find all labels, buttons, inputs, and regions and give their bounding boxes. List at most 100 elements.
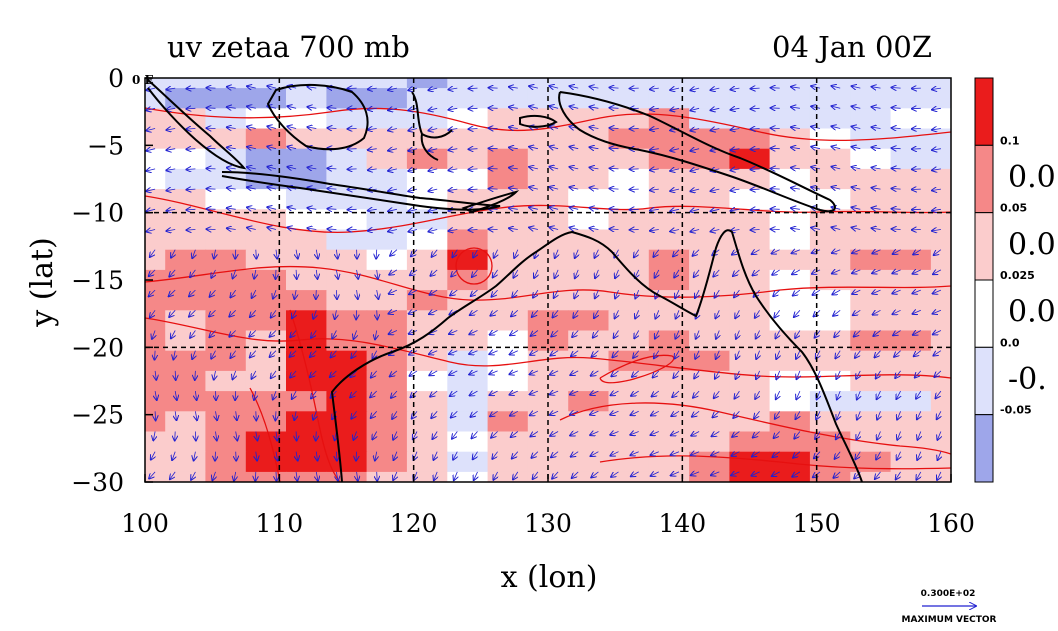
wind-vector [192,249,195,259]
field-cell [165,411,207,433]
wind-vector [932,88,941,89]
wind-vector [230,350,237,358]
wind-vector [791,107,800,108]
field-cell [648,370,690,392]
field-cell [406,471,448,482]
field-cell [366,411,408,433]
field-cell [689,370,730,392]
x-tick-label: 130 [524,509,572,538]
wind-vector [357,290,358,299]
field-cell [809,88,851,109]
wind-vector [530,431,539,437]
wind-vector [330,390,337,398]
field-cell [205,391,247,412]
field-cell [165,370,207,392]
wind-vector [852,228,861,230]
field-cell [527,391,569,412]
field-cell [850,108,892,130]
wind-vector [316,249,318,259]
wind-vector [247,228,256,230]
y-tick-label: −15 [71,266,124,295]
wind-vector [469,189,478,190]
wind-vector [430,290,438,295]
wind-vector [855,451,860,460]
wind-vector [330,370,337,377]
wind-vector [772,250,780,254]
wind-vector [573,310,578,318]
field-cell [568,168,610,190]
wind-vector [388,149,397,151]
wind-vector [271,310,277,317]
wind-vector [372,431,376,440]
wind-vector [428,189,438,191]
contour-line [559,402,951,455]
field-cell [165,128,207,150]
field-cell [809,209,851,231]
wind-vector [371,411,377,418]
colorbar-side-label: 0.0 [1008,295,1056,330]
wind-vector [832,86,841,88]
wind-vector [509,188,518,189]
wind-vector [895,370,901,378]
wind-vector [692,410,700,416]
field-cell [930,290,951,311]
wind-vector [611,471,619,477]
field-cell [366,431,408,453]
field-cell [205,168,247,190]
field-cell [689,108,730,130]
wind-vector [812,250,821,253]
wind-vector [857,390,861,399]
field-cell [487,411,529,433]
wind-vector [270,350,277,357]
wind-vector [408,189,418,191]
field-cell [205,229,247,251]
wind-vector [872,188,881,189]
field-cell [406,128,448,150]
wind-vector [690,189,700,191]
wind-vector [388,129,397,131]
field-cell [809,78,851,89]
wind-vector [731,129,740,131]
field-cell [205,88,247,109]
field-cell [205,451,247,473]
wind-vector [254,391,256,400]
field-cell [608,148,650,170]
wind-vector [551,330,559,337]
field-cell [608,431,650,453]
wind-vector [276,269,277,279]
wind-vector [175,391,177,400]
wind-vector [792,472,801,477]
wind-vector [448,189,458,191]
wind-vector [472,431,478,439]
wind-vector [229,310,236,316]
field-cell [326,88,368,109]
wind-vector [872,290,881,294]
wind-vector [210,330,216,338]
colorbar-side-label: 0.0 [1008,160,1056,195]
wind-vector [450,390,458,396]
wind-vector [550,371,559,375]
field-cell [447,108,489,130]
field-cell [145,330,166,352]
field-cell [286,290,327,311]
field-cell [769,269,811,291]
field-cell [608,189,650,210]
wind-vector [155,350,156,360]
field-cell [689,431,730,453]
field-cell [326,148,368,170]
wind-vector [650,209,659,210]
field-cell [205,350,247,372]
field-cell [366,148,408,170]
field-cell [245,148,287,170]
wind-vector [711,88,720,90]
field-cell [729,249,771,271]
coastline-australia [330,229,863,482]
wind-vector [711,189,720,191]
wind-vector [252,289,256,298]
wind-vector [474,471,478,480]
wind-vector [267,86,277,88]
wind-vector [146,88,156,90]
contour-line [455,247,493,285]
field-cell [487,370,529,392]
wind-vector [813,290,821,295]
